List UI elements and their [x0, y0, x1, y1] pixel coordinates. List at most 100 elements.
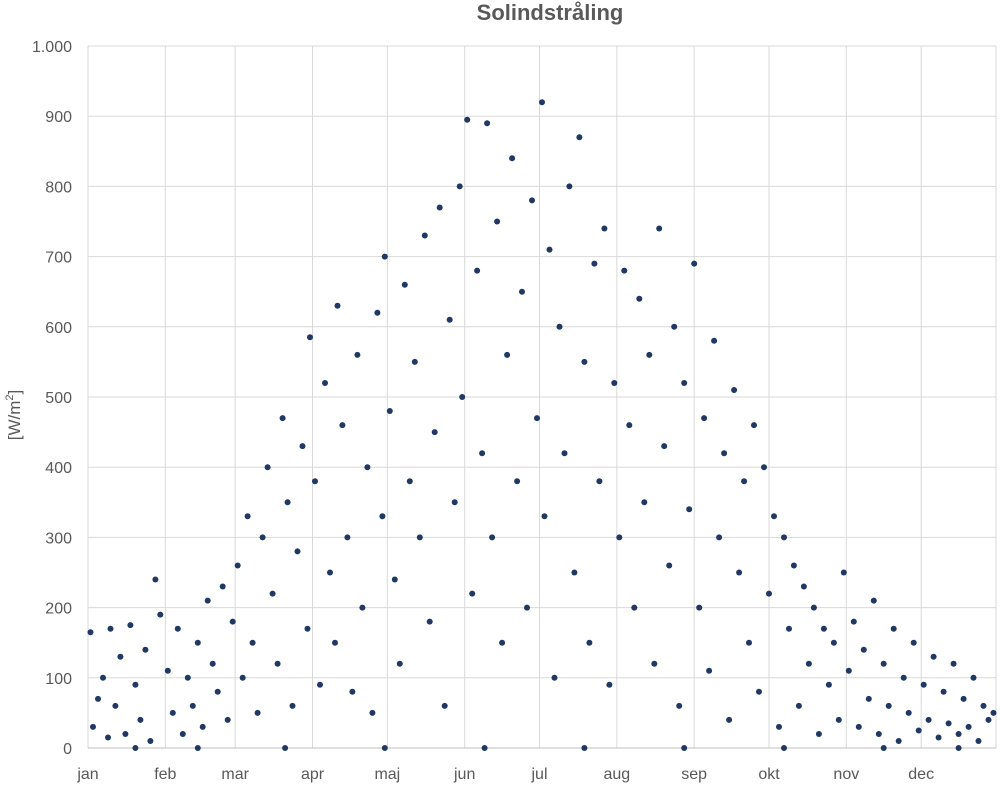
data-point — [596, 478, 603, 485]
data-point — [676, 702, 683, 709]
data-point — [766, 590, 772, 597]
data-point — [469, 590, 476, 597]
x-tick-label: jul — [530, 766, 547, 783]
data-point — [524, 604, 530, 611]
data-point — [716, 534, 723, 541]
data-point — [930, 653, 937, 660]
data-point — [421, 232, 428, 239]
data-point — [359, 604, 366, 611]
data-point — [581, 358, 588, 365]
data-point — [636, 295, 643, 302]
data-point — [731, 387, 738, 393]
data-point — [209, 660, 216, 667]
y-tick-label: 1.000 — [32, 39, 72, 56]
data-point — [691, 260, 698, 267]
data-point — [646, 351, 653, 358]
data-point — [551, 674, 558, 681]
data-point — [870, 597, 877, 604]
data-point — [334, 302, 341, 309]
data-point — [294, 548, 301, 555]
data-point — [571, 569, 578, 576]
data-point — [411, 358, 418, 365]
data-point — [790, 562, 797, 569]
data-point — [137, 716, 144, 723]
x-tick-label: nov — [833, 766, 859, 783]
data-point — [875, 731, 882, 737]
data-point — [955, 745, 962, 751]
data-point — [234, 562, 241, 569]
data-point — [322, 380, 328, 386]
data-point — [651, 660, 658, 667]
x-tick-label: dec — [908, 766, 934, 783]
data-point — [711, 337, 718, 344]
data-point — [945, 720, 952, 727]
data-point — [184, 674, 191, 681]
data-point — [107, 625, 114, 632]
data-point — [975, 738, 982, 744]
data-point — [199, 723, 206, 730]
y-tick-label: 500 — [45, 390, 72, 407]
data-point — [546, 246, 553, 253]
data-point — [641, 499, 648, 506]
data-point — [905, 709, 912, 716]
data-point — [459, 394, 466, 400]
data-point — [284, 499, 291, 506]
data-point — [274, 660, 281, 667]
x-tick-label: aug — [603, 766, 630, 783]
x-tick-label: maj — [374, 766, 400, 783]
y-tick-label: 600 — [45, 320, 72, 337]
data-point — [179, 731, 186, 737]
data-point — [87, 629, 94, 636]
data-point — [815, 731, 822, 737]
data-point — [631, 604, 638, 611]
data-point — [656, 225, 663, 232]
data-point — [915, 727, 922, 734]
data-point — [890, 625, 897, 632]
data-point — [611, 380, 618, 386]
data-point — [701, 415, 708, 422]
data-point — [606, 681, 613, 688]
data-point — [95, 695, 101, 702]
data-point — [204, 597, 211, 604]
data-point — [112, 702, 119, 709]
data-point — [464, 116, 471, 123]
y-axis-ticks: 0 100 200 300 400 500 600 700 800 900 1.000 — [32, 39, 72, 758]
data-point — [805, 660, 812, 667]
data-point — [369, 709, 376, 716]
data-point — [990, 709, 997, 716]
data-point — [686, 506, 693, 513]
data-points — [87, 99, 997, 751]
data-point — [795, 702, 802, 709]
data-point — [269, 590, 276, 597]
data-point — [152, 576, 159, 583]
data-point — [132, 681, 139, 688]
y-tick-label: 300 — [45, 530, 72, 547]
data-point — [416, 534, 423, 541]
data-point — [317, 681, 323, 688]
data-point — [244, 513, 251, 520]
data-point — [895, 738, 902, 744]
x-tick-label: jan — [76, 766, 98, 783]
data-point — [441, 702, 448, 709]
data-point — [696, 604, 703, 611]
data-point — [736, 569, 743, 576]
data-point — [327, 569, 333, 576]
x-tick-label: okt — [758, 766, 780, 783]
data-point — [122, 731, 129, 737]
data-point — [621, 267, 628, 274]
data-point — [484, 120, 491, 127]
data-point — [601, 225, 608, 232]
data-point — [840, 569, 847, 576]
data-point — [289, 702, 296, 709]
data-point — [381, 253, 388, 260]
data-point — [910, 639, 917, 646]
data-point — [960, 695, 967, 702]
data-point — [127, 622, 134, 629]
data-point — [741, 478, 748, 485]
data-point — [249, 639, 256, 646]
data-point — [259, 534, 266, 541]
data-point — [147, 738, 154, 744]
data-point — [436, 204, 443, 211]
data-point — [865, 695, 872, 702]
data-point — [474, 267, 481, 274]
